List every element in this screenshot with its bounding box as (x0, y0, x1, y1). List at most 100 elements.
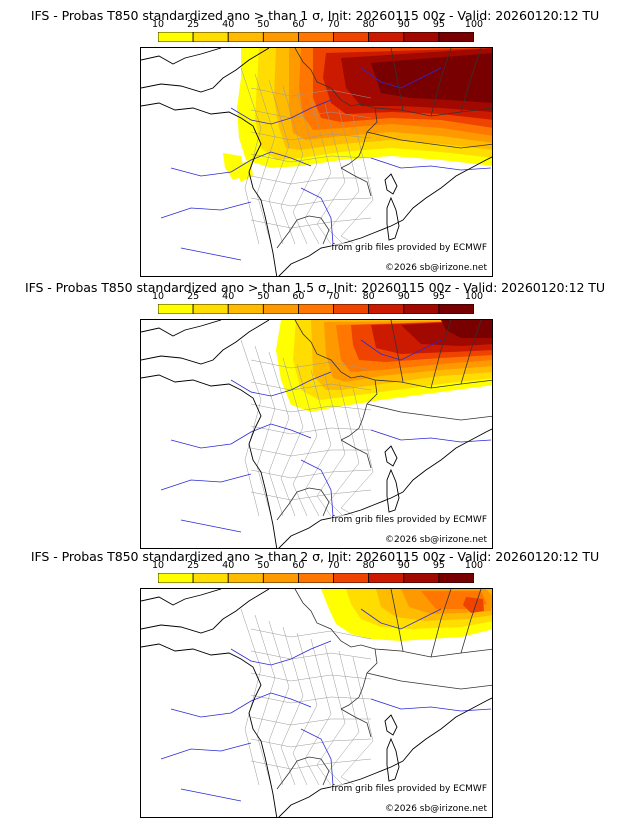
colorbar-tick-label: 70 (327, 291, 340, 302)
admin-line (250, 758, 372, 770)
admin-line (292, 91, 318, 245)
river-line (300, 459, 334, 517)
map-panel-1: IFS - Probas T850 standardized ano > tha… (0, 0, 630, 277)
river-line (370, 698, 492, 712)
colorbar-tick-label: 70 (327, 560, 340, 571)
rivers (160, 608, 492, 802)
colorbar-segment (298, 304, 334, 314)
colorbar-tick-label: 40 (222, 19, 235, 30)
colorbar (158, 573, 474, 583)
border-line (460, 48, 482, 113)
map-canvas (141, 320, 492, 548)
border-line (340, 648, 378, 710)
colorbar-tick-label: 90 (397, 560, 410, 571)
panel-title: IFS - Probas T850 standardized ano > tha… (30, 8, 600, 23)
colorbar (158, 32, 474, 42)
river-line (180, 247, 242, 261)
colorbar-segment (192, 32, 229, 42)
probability-shading (223, 48, 492, 182)
colorbar-segment (403, 573, 440, 583)
admin-line (240, 608, 262, 786)
map-canvas (141, 589, 492, 817)
admin-line (250, 694, 372, 704)
admin-line (280, 85, 304, 245)
colorbar-tick-label: 10 (151, 19, 165, 30)
colorbar-tick-label: 10 (151, 560, 165, 571)
admin-line (340, 387, 374, 517)
border-line (294, 320, 376, 381)
coastline-path (141, 643, 278, 817)
colorbar-segment (438, 304, 474, 314)
colorbar-segment (298, 573, 334, 583)
river-line (170, 423, 312, 449)
admin-line (250, 359, 372, 371)
panel-title: IFS - Probas T850 standardized ano > tha… (24, 280, 606, 295)
admin-line (250, 109, 372, 119)
coastline-path (402, 428, 492, 493)
admin-boundaries (240, 339, 374, 517)
colorbar-segment (333, 32, 370, 42)
colorbar-segment (403, 32, 440, 42)
colorbar-segment (262, 573, 299, 583)
river-line (180, 519, 242, 533)
copyright-credit: ©2026 sb@irizone.net (385, 804, 487, 814)
coastline (141, 589, 492, 817)
admin-line (250, 381, 372, 391)
river-line (370, 429, 492, 443)
river-line (160, 201, 252, 219)
admin-line (316, 644, 346, 786)
colorbar-tick-label: 100 (464, 19, 484, 30)
admin-line (254, 345, 276, 517)
admin-line (250, 87, 372, 99)
border-line (390, 48, 404, 111)
coastline-path (386, 196, 400, 241)
border-line (340, 107, 378, 169)
border-line (460, 589, 482, 654)
coastline-path (141, 589, 270, 634)
admin-line (250, 650, 372, 660)
admin-line (250, 131, 372, 141)
river-line (180, 788, 242, 802)
border-line (340, 439, 372, 469)
colorbar-tick-label: 25 (187, 19, 200, 30)
border-line (366, 403, 492, 421)
probability-map: from grib files provided by ECMWF ©2026 … (140, 47, 493, 277)
colorbar-tick-label: 95 (432, 560, 445, 571)
colorbar-segment (298, 32, 334, 42)
probability-map: from grib files provided by ECMWF ©2026 … (140, 588, 493, 818)
admin-boundaries (240, 608, 374, 786)
colorbar-tick-label: 50 (257, 560, 270, 571)
source-credit: from grib files provided by ECMWF (331, 515, 487, 525)
admin-line (340, 115, 374, 245)
border-line (366, 672, 492, 690)
colorbar-tick-label: 80 (362, 19, 375, 30)
border-line (366, 131, 492, 149)
admin-line (254, 73, 276, 245)
coastline-path (141, 320, 270, 365)
admin-line (328, 381, 360, 517)
colorbar-segment (438, 573, 474, 583)
border-line (294, 48, 376, 109)
colorbar-tick-label: 25 (187, 560, 200, 571)
colorbar-ticks: 10 25 40 50 60 70 80 90 95 100 (0, 19, 630, 31)
admin-line (240, 339, 262, 517)
colorbar-tick-label: 100 (464, 291, 484, 302)
border-line (390, 320, 404, 383)
admin-line (250, 197, 372, 207)
river-line (360, 339, 442, 361)
panel-title: IFS - Probas T850 standardized ano > tha… (30, 549, 600, 564)
colorbar-ticks: 10 25 40 50 60 70 80 90 95 100 (0, 560, 630, 572)
river-line (230, 99, 332, 125)
coastline-path (384, 445, 398, 467)
river-line (360, 67, 442, 89)
colorbar-segment (227, 32, 264, 42)
colorbar-tick-label: 60 (292, 291, 305, 302)
river-line (160, 473, 252, 491)
river-line (170, 151, 312, 177)
river-line (230, 640, 332, 666)
coastline-path (402, 697, 492, 762)
admin-line (250, 489, 372, 501)
border-line (276, 487, 330, 521)
admin-line (250, 672, 372, 682)
country-borders (276, 589, 492, 790)
